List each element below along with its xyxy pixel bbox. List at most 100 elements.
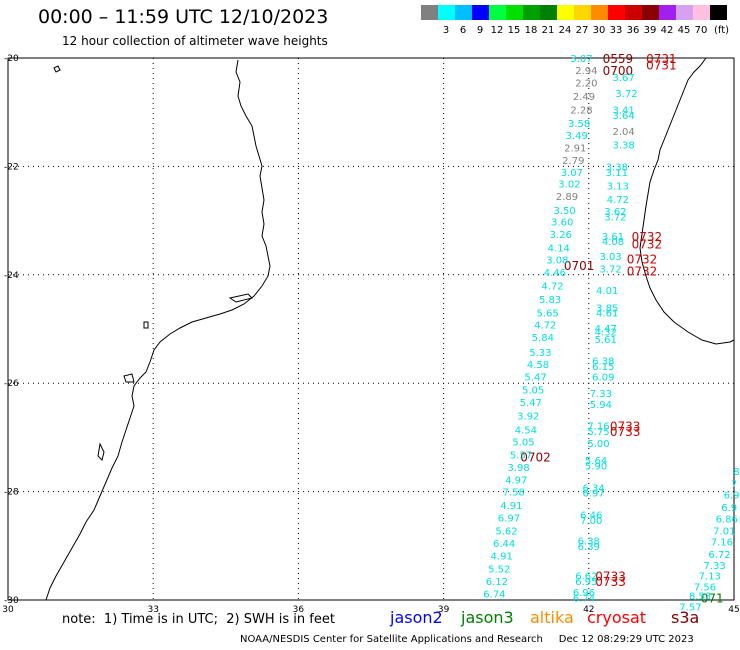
wave-height-value: 2.94 [575,66,597,77]
wave-height-value: 4.08 [602,237,624,248]
wave-height-value: 2.04 [613,127,635,138]
island-shape [97,442,105,461]
wave-height-value: 3.02 [558,180,580,191]
wave-height-value: 5.47 [520,398,542,409]
wave-height-value: 6.72 [708,550,730,561]
scale-label: 33 [609,25,623,36]
track-time-label: 0731 [646,59,677,73]
wave-height-value: 3.13 [607,181,629,192]
latitude-tick-label: -26 [4,379,19,389]
wave-height-value: 4.46 [544,268,566,279]
scale-swatch [676,5,693,20]
scale-label: 3 [442,25,450,36]
wave-height-value: 7.57 [679,603,701,614]
scale-swatch [438,5,455,20]
scale-label: 45 [677,25,691,36]
wave-height-value: 3.62 [604,207,626,218]
wave-height-value: 6.97 [583,489,605,500]
wave-height-value: 3.60 [551,218,573,229]
wave-height-value: 4.14 [548,244,570,255]
island-shape [123,373,135,383]
wave-height-value: 3.85 [596,303,618,314]
africa-coastline [45,59,271,601]
wave-height-value: 5.61 [595,335,617,346]
wave-height-value: 7.01 [713,527,735,538]
satellite-legend-jason2: jason2 [390,608,443,627]
wave-height-value: 7.16 [711,537,733,548]
longitude-tick-label: 39 [438,605,450,615]
wave-height-value: 3.64 [613,111,635,122]
wave-height-value: 5.05 [522,386,544,397]
scale-swatch [540,5,557,20]
scale-label: 24 [558,25,572,36]
scale-swatch [557,5,574,20]
wave-height-value: 7 [731,479,737,490]
wave-height-value: 3.07 [561,168,583,179]
wave-height-value: 3.41 [613,105,635,116]
wave-height-value: 4.32 [595,328,617,339]
track-time-label: 0732 [627,264,658,278]
wave-height-value: 6.62 [575,572,597,583]
track-time-label: 0702 [520,450,551,464]
satellite-legend-jason3: jason3 [461,608,514,627]
track-time-label: 0732 [632,237,663,251]
wave-height-value: 5.00 [587,439,609,450]
scale-label: 27 [575,25,589,36]
wave-height-value: 3.72 [615,89,637,100]
wave-height-value: 4.72 [541,282,563,293]
scale-swatch [693,5,710,20]
wave-height-value: 2.20 [575,78,597,89]
longitude-tick-label: 30 [2,605,14,615]
satellite-legend-altika: altika [530,608,574,627]
wave-height-value: 5.57 [510,451,532,462]
latitude-tick-label: -28 [4,488,19,498]
map-title: 00:00 – 11:59 UTC 12/10/2023 [38,6,329,28]
track-time-label: 0701 [564,259,595,273]
wave-height-value: 4.47 [595,324,617,335]
longitude-tick-label: 36 [293,605,305,615]
latitude-tick-label: -20 [4,54,19,64]
wave-height-value: 6.9 [721,503,737,514]
wave-height-value: 3.26 [550,230,572,241]
footer-note: note: 1) Time is in UTC; 2) SWH is in fe… [62,612,335,627]
wave-height-value: 5.83 [539,295,561,306]
track-time-label: 0733 [595,575,626,589]
wave-height-value: 7.33 [590,389,612,400]
scale-swatch [506,5,523,20]
wave-height-value: 6.09 [592,373,614,384]
wave-height-value: 4.72 [534,321,556,332]
wave-height-value: 6.95 [575,577,597,588]
scale-swatch [710,5,727,20]
wave-height-value: 5.90 [585,462,607,473]
wave-height-value: 6.96 [573,588,595,599]
grid-lines [7,57,735,601]
scale-label: 42 [660,25,674,36]
track-time-label: 0559 [603,52,634,66]
wave-height-value: 4.54 [515,425,537,436]
wave-height-value: 4.01 [596,286,618,297]
track-time-label: 0733 [595,570,626,584]
wave-height-value: 2.28 [570,105,592,116]
wave-height-value: 3.58 [568,119,590,130]
scale-label: 12 [490,25,504,36]
scale-swatch [472,5,489,20]
wave-height-value: 4.61 [596,309,618,320]
wave-height-value: 6.39 [578,542,600,553]
track-time-label: 0733 [610,425,641,439]
wave-height-value: 5.47 [524,373,546,384]
wave-height-value: 6.74 [573,593,595,604]
wave-height-value: 3.08 [546,256,568,267]
wave-height-value: 3.38 [613,141,635,152]
wave-height-value: 6.86 [716,515,738,526]
wave-height-value: 6.74 [483,589,505,600]
wave-height-value: 2.91 [564,143,586,154]
wave-height-value: 2.49 [573,92,595,103]
wave-height-value: 5.84 [532,333,554,344]
wave-height-value: 3.07 [570,54,592,65]
wave-height-value: 6.34 [583,483,605,494]
wave-height-value: 7.56 [694,582,716,593]
scale-swatch [455,5,472,20]
latitude-tick-label: -30 [4,596,19,606]
